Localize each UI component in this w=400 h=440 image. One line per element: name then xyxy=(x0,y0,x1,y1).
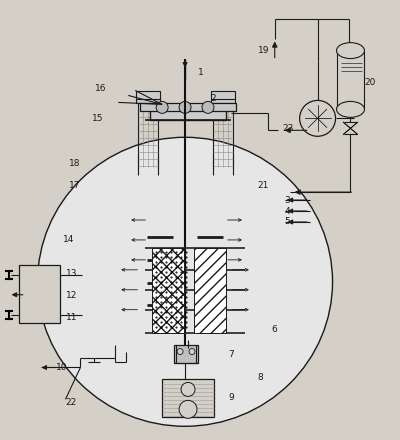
Text: 14: 14 xyxy=(62,235,74,245)
Bar xyxy=(150,110,226,121)
Bar xyxy=(136,92,160,99)
Circle shape xyxy=(177,348,183,355)
Bar xyxy=(140,103,236,111)
Circle shape xyxy=(179,101,191,114)
Text: 13: 13 xyxy=(66,269,77,279)
Circle shape xyxy=(202,101,214,114)
Ellipse shape xyxy=(336,43,364,59)
Text: 17: 17 xyxy=(68,181,80,190)
Text: 4: 4 xyxy=(285,206,290,216)
Text: 11: 11 xyxy=(66,313,77,322)
Text: 6: 6 xyxy=(272,325,278,334)
Text: 2: 2 xyxy=(210,94,216,103)
Text: 1: 1 xyxy=(198,68,204,77)
Text: 18: 18 xyxy=(68,159,80,168)
Text: 9: 9 xyxy=(228,393,234,402)
Bar xyxy=(136,97,160,103)
Bar xyxy=(162,379,214,417)
Text: 5: 5 xyxy=(285,217,290,227)
Bar xyxy=(336,51,364,110)
Text: 21: 21 xyxy=(258,181,269,190)
Circle shape xyxy=(179,400,197,418)
Circle shape xyxy=(300,100,336,136)
Circle shape xyxy=(189,348,195,355)
Bar xyxy=(211,97,235,103)
Text: 8: 8 xyxy=(258,373,264,382)
Text: 3: 3 xyxy=(285,195,290,205)
Bar xyxy=(211,92,235,99)
Text: 23: 23 xyxy=(283,124,294,133)
Circle shape xyxy=(181,382,195,396)
Bar xyxy=(19,265,60,323)
Bar xyxy=(174,345,198,363)
Text: 19: 19 xyxy=(258,46,269,55)
Text: 20: 20 xyxy=(364,78,376,87)
Text: 22: 22 xyxy=(66,398,77,407)
Ellipse shape xyxy=(336,101,364,117)
Ellipse shape xyxy=(38,137,332,426)
Bar xyxy=(152,248,184,333)
Text: 10: 10 xyxy=(56,363,67,372)
Text: 16: 16 xyxy=(95,84,107,93)
Text: 15: 15 xyxy=(92,114,104,123)
Text: 7: 7 xyxy=(228,350,234,359)
Bar xyxy=(194,248,226,333)
Text: 12: 12 xyxy=(66,291,77,300)
Circle shape xyxy=(156,101,168,114)
